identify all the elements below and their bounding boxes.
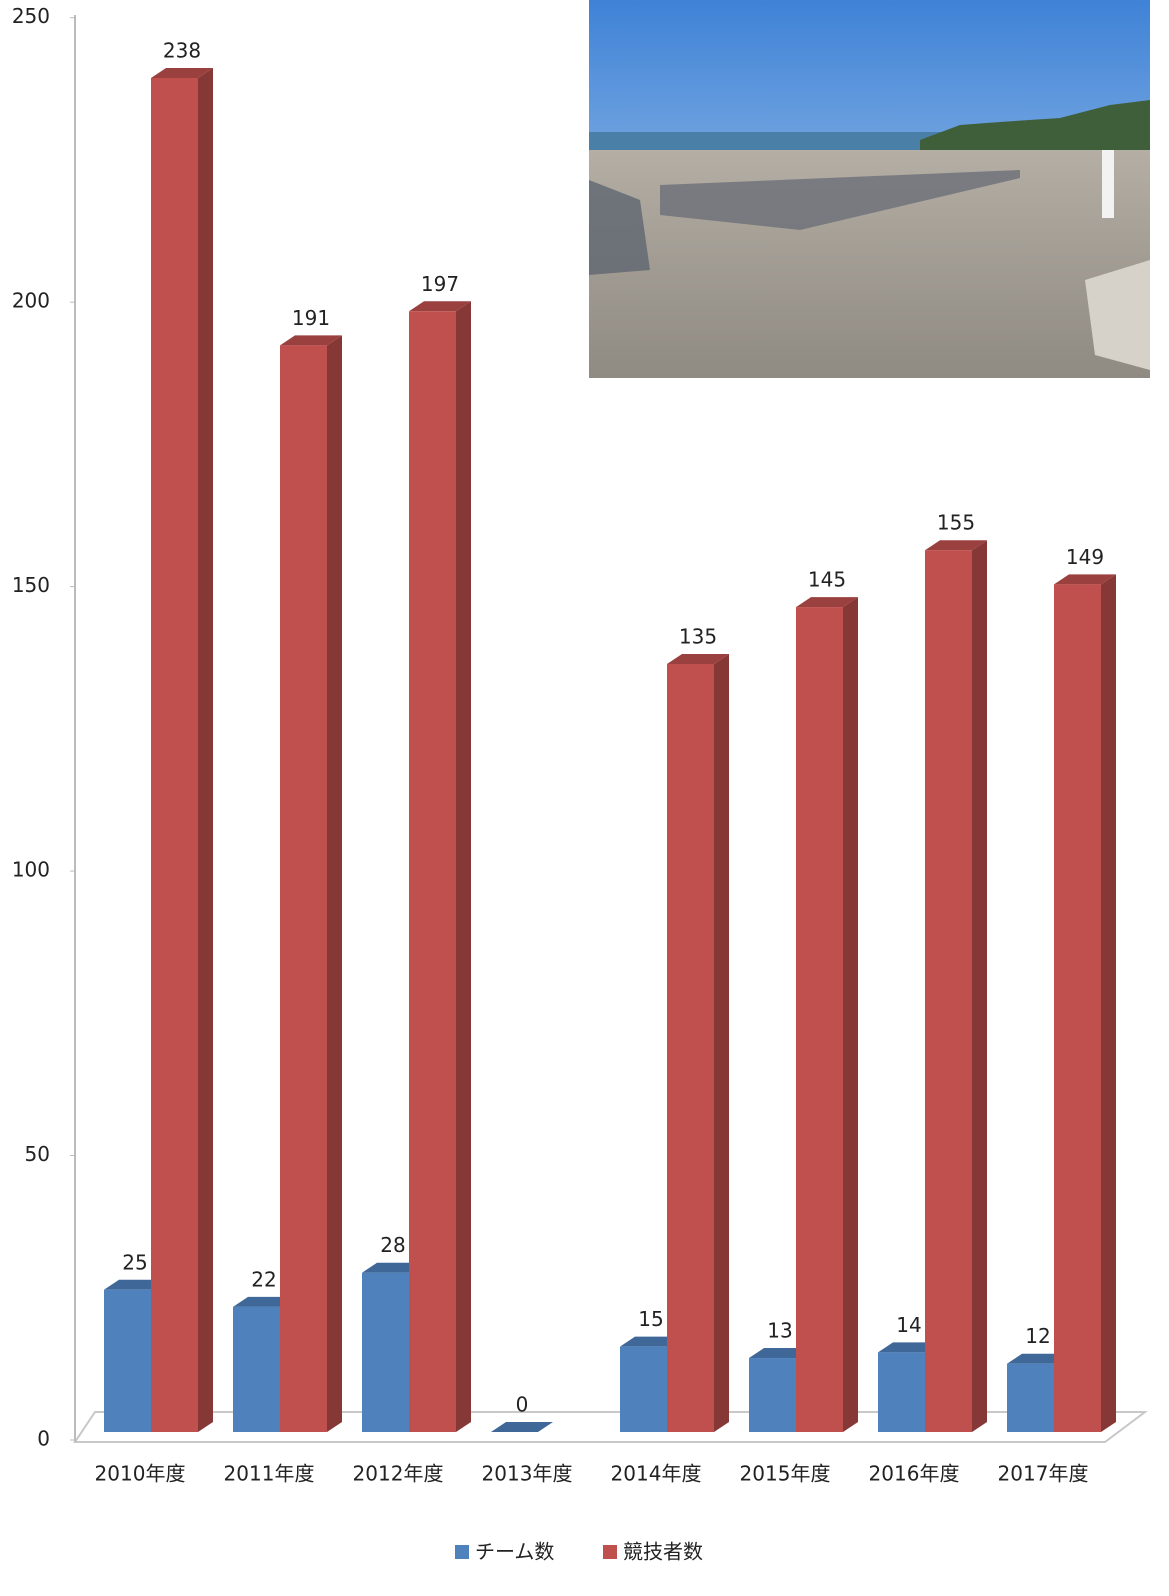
y-tick-label: 0	[37, 1427, 50, 1451]
data-label: 155	[937, 511, 975, 535]
bar	[362, 1272, 409, 1432]
bar-top	[796, 597, 858, 608]
bar-top	[362, 1262, 424, 1273]
bar-side	[972, 540, 987, 1432]
bar-top	[878, 1342, 940, 1353]
legend-label: 競技者数	[623, 1540, 703, 1564]
y-tick-label: 50	[25, 1142, 50, 1166]
bar-top	[1054, 574, 1116, 585]
bar	[1054, 584, 1101, 1432]
y-tick-label: 200	[12, 289, 50, 313]
data-label: 25	[122, 1250, 147, 1274]
bar	[925, 550, 972, 1432]
data-label: 149	[1066, 545, 1104, 569]
data-label: 238	[163, 39, 201, 63]
y-tick-label: 100	[12, 858, 50, 882]
x-tick-label: 2011年度	[224, 1462, 315, 1486]
x-tick-label: 2015年度	[740, 1462, 831, 1486]
data-label: 13	[767, 1319, 792, 1343]
photo	[589, 0, 1150, 378]
data-label: 12	[1025, 1324, 1050, 1348]
bar	[667, 663, 714, 1432]
bar	[280, 345, 327, 1432]
bar-top	[667, 653, 729, 664]
data-label: 22	[251, 1267, 276, 1291]
bar	[878, 1352, 925, 1432]
y-tick-label: 250	[12, 4, 50, 28]
bar-side	[327, 335, 342, 1432]
x-tick-label: 2014年度	[611, 1462, 702, 1486]
bar	[620, 1346, 667, 1432]
data-label: 135	[679, 624, 717, 648]
data-label: 197	[421, 272, 459, 296]
bar-top	[1007, 1353, 1069, 1364]
x-tick-label: 2012年度	[353, 1462, 444, 1486]
bar-top	[280, 335, 342, 346]
data-label: 15	[638, 1307, 663, 1331]
bar	[104, 1289, 151, 1432]
bar	[233, 1306, 280, 1432]
floor	[73, 1411, 1148, 1443]
bar	[749, 1358, 796, 1432]
data-label: 191	[292, 306, 330, 330]
data-label: 14	[896, 1313, 921, 1337]
bar-top	[104, 1279, 166, 1290]
bar-side	[456, 301, 471, 1433]
x-tick-label: 2016年度	[869, 1462, 960, 1486]
bar-top	[233, 1296, 295, 1307]
bar-top	[409, 301, 471, 312]
bar	[151, 78, 198, 1432]
bar	[1007, 1363, 1054, 1432]
y-tick-label: 150	[12, 573, 50, 597]
x-tick-label: 2010年度	[95, 1462, 186, 1486]
bar-side	[843, 597, 858, 1432]
bar	[796, 607, 843, 1432]
legend-swatch	[603, 1545, 617, 1559]
bar-top	[749, 1348, 811, 1359]
x-tick-label: 2017年度	[998, 1462, 1089, 1486]
data-label: 28	[380, 1233, 405, 1257]
bar-top	[151, 68, 213, 78]
bar-side	[714, 653, 729, 1432]
legend-swatch	[455, 1545, 469, 1559]
data-label: 0	[516, 1393, 529, 1417]
bar-top	[925, 540, 987, 551]
bar-top	[491, 1422, 553, 1432]
bar-top	[620, 1336, 682, 1347]
legend-label: チーム数	[475, 1540, 554, 1564]
bar-side	[198, 68, 213, 1432]
x-tick-label: 2013年度	[482, 1462, 573, 1486]
bar	[409, 311, 456, 1433]
bar-side	[1101, 574, 1116, 1432]
data-label: 145	[808, 568, 846, 592]
